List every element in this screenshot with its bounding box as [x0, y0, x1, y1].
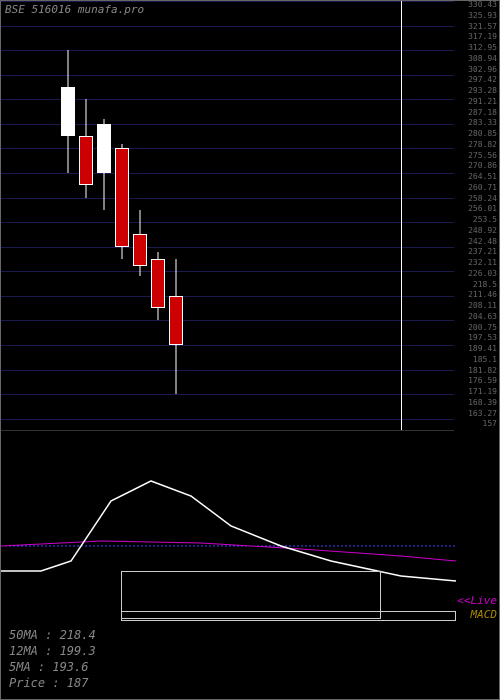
y-axis-label: 302.96 [468, 66, 497, 74]
y-axis-label: 157 [483, 420, 497, 428]
chart-container: BSE 516016 munafa.pro 330.43 325.93 321.57… [0, 0, 500, 700]
macd-main-line [1, 481, 456, 581]
y-axis-label: 330.43 [468, 1, 497, 9]
candle-body [97, 124, 111, 173]
y-axis-label: 260.71 [468, 184, 497, 192]
price-panel[interactable] [1, 1, 454, 431]
ma5-label: 5MA : 193.6 [9, 659, 96, 675]
grid-line [1, 296, 454, 297]
y-axis-label: 218.5 [473, 281, 497, 289]
live-label: <<Live [457, 594, 497, 607]
y-axis-label: 291.21 [468, 98, 497, 106]
grid-line [1, 26, 454, 27]
y-axis-label: 256.01 [468, 205, 497, 213]
candle-body [79, 136, 93, 185]
y-axis-label: 237.21 [468, 248, 497, 256]
ma12-label: 12MA : 199.3 [9, 643, 96, 659]
y-axis-label: 308.94 [468, 55, 497, 63]
y-axis-label: 185.1 [473, 356, 497, 364]
macd-panel[interactable] [1, 431, 454, 621]
y-axis-label: 197.53 [468, 334, 497, 342]
y-axis-label: 189.41 [468, 345, 497, 353]
y-axis-label: 325.93 [468, 12, 497, 20]
candle-body [133, 234, 147, 266]
y-axis-label: 312.95 [468, 44, 497, 52]
y-axis-label: 171.19 [468, 388, 497, 396]
y-axis-label: 258.24 [468, 195, 497, 203]
price-label: Price : 187 [9, 675, 96, 691]
y-axis-label: 321.57 [468, 23, 497, 31]
candle-body [169, 296, 183, 345]
y-axis-label: 280.85 [468, 130, 497, 138]
grid-line [1, 419, 454, 420]
y-axis-label: 208.11 [468, 302, 497, 310]
grid-line [1, 50, 454, 51]
y-axis-label: 317.19 [468, 33, 497, 41]
grid-line [1, 394, 454, 395]
y-axis: 330.43 325.93 321.57 317.19 312.95 308.94 302.… [454, 1, 499, 431]
y-axis-label: 283.33 [468, 119, 497, 127]
grid-line [1, 1, 454, 2]
y-axis-label: 168.39 [468, 399, 497, 407]
grid-line [1, 75, 454, 76]
y-axis-label: 287.18 [468, 109, 497, 117]
y-axis-label: 163.27 [468, 410, 497, 418]
grid-line [1, 345, 454, 346]
grid-line [1, 271, 454, 272]
grid-line [1, 173, 454, 174]
time-marker [401, 1, 402, 430]
y-axis-label: 242.48 [468, 238, 497, 246]
candle-body [115, 148, 129, 246]
y-axis-label: 253.5 [473, 216, 497, 224]
y-axis-label: 181.82 [468, 367, 497, 375]
grid-line [1, 148, 454, 149]
macd-label: MACD [471, 608, 498, 621]
ma50-label: 50MA : 218.4 [9, 627, 96, 643]
y-axis-label: 248.92 [468, 227, 497, 235]
info-box: 50MA : 218.4 12MA : 199.3 5MA : 193.6 Pr… [9, 627, 96, 691]
grid-line [1, 247, 454, 248]
candle-body [151, 259, 165, 308]
y-axis-label: 270.86 [468, 162, 497, 170]
ticker-label: BSE 516016 munafa.pro [5, 3, 144, 16]
macd-signal-line [1, 541, 456, 561]
histogram-box [121, 611, 456, 621]
y-axis-label: 176.59 [468, 377, 497, 385]
candle-body [61, 87, 75, 136]
grid-line [1, 222, 454, 223]
y-axis-label: 204.63 [468, 313, 497, 321]
y-axis-label: 297.42 [468, 76, 497, 84]
grid-line [1, 198, 454, 199]
y-axis-label: 293.28 [468, 87, 497, 95]
y-axis-label: 264.51 [468, 173, 497, 181]
y-axis-label: 211.46 [468, 291, 497, 299]
y-axis-label: 200.75 [468, 324, 497, 332]
y-axis-label: 226.03 [468, 270, 497, 278]
y-axis-label: 278.82 [468, 141, 497, 149]
grid-line [1, 370, 454, 371]
y-axis-label: 232.11 [468, 259, 497, 267]
y-axis-label: 275.56 [468, 152, 497, 160]
grid-line [1, 320, 454, 321]
